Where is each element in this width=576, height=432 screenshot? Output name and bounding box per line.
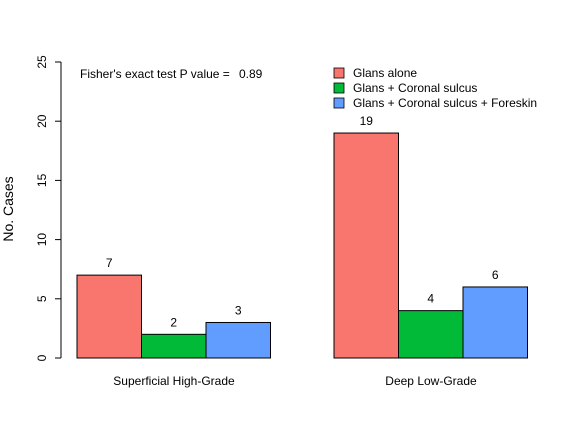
legend-label: Glans alone <box>353 66 417 80</box>
y-tick-label: 25 <box>35 55 49 69</box>
bar-value-label: 2 <box>170 315 177 329</box>
y-tick-label: 15 <box>35 173 49 187</box>
fisher-test-label: Fisher's exact test P value = <box>80 67 230 81</box>
category-label: Superficial High-Grade <box>113 374 235 388</box>
y-axis: 0 5 10 15 20 25 <box>35 55 62 361</box>
bar-value-label: 19 <box>360 114 374 128</box>
bar-value-label: 4 <box>427 292 434 306</box>
bar-value-label: 7 <box>106 256 113 270</box>
bars-group: 7 2 3 19 4 6 <box>76 114 528 359</box>
bar <box>205 321 271 359</box>
legend-swatch <box>333 97 345 109</box>
bar <box>76 274 142 359</box>
fisher-test-p-value: 0.89 <box>239 67 263 81</box>
y-tick-label: 10 <box>35 233 49 247</box>
y-tick-label: 20 <box>35 114 49 128</box>
bar <box>398 310 464 359</box>
category-label: Deep Low-Grade <box>385 374 477 388</box>
legend-label: Glans + Coronal sulcus <box>353 81 477 95</box>
bar <box>333 132 399 359</box>
bar-value-label: 3 <box>235 303 242 317</box>
y-axis-title: No. Cases <box>0 176 16 241</box>
y-tick-label: 5 <box>35 295 49 302</box>
legend-swatch <box>333 67 345 79</box>
legend-swatch <box>333 82 345 94</box>
y-tick-label: 0 <box>35 354 49 361</box>
bar <box>141 333 207 359</box>
legend-label: Glans + Coronal sulcus + Foreskin <box>353 96 537 110</box>
bar-value-label: 6 <box>492 268 499 282</box>
category-labels: Superficial High-Grade Deep Low-Grade <box>113 374 477 388</box>
bar <box>462 286 528 359</box>
